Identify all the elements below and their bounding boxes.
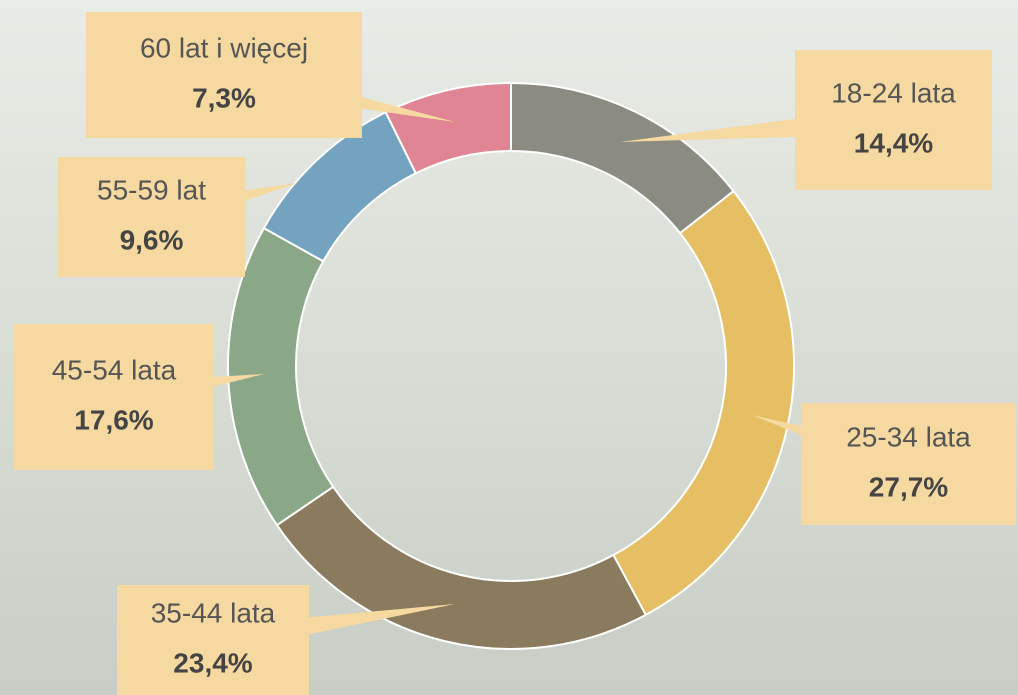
callout-box bbox=[117, 585, 309, 695]
value-label: 14,4% bbox=[854, 127, 933, 158]
callout-box bbox=[58, 157, 245, 277]
category-label: 35-44 lata bbox=[151, 597, 276, 628]
category-label: 25-34 lata bbox=[846, 421, 971, 452]
value-label: 7,3% bbox=[192, 82, 256, 113]
callout-box bbox=[795, 50, 992, 190]
value-label: 17,6% bbox=[74, 404, 153, 435]
callout-box bbox=[86, 12, 362, 138]
category-label: 18-24 lata bbox=[831, 77, 956, 108]
category-label: 55-59 lat bbox=[97, 174, 206, 205]
donut-segment bbox=[612, 189, 795, 617]
callout-box bbox=[801, 403, 1016, 525]
category-label: 60 lat i więcej bbox=[140, 32, 308, 63]
callout-box bbox=[14, 324, 214, 470]
category-label: 45-54 lata bbox=[52, 354, 177, 385]
value-label: 27,7% bbox=[869, 471, 948, 502]
value-label: 23,4% bbox=[173, 647, 252, 678]
donut-segment bbox=[384, 81, 512, 175]
value-label: 9,6% bbox=[120, 224, 184, 255]
